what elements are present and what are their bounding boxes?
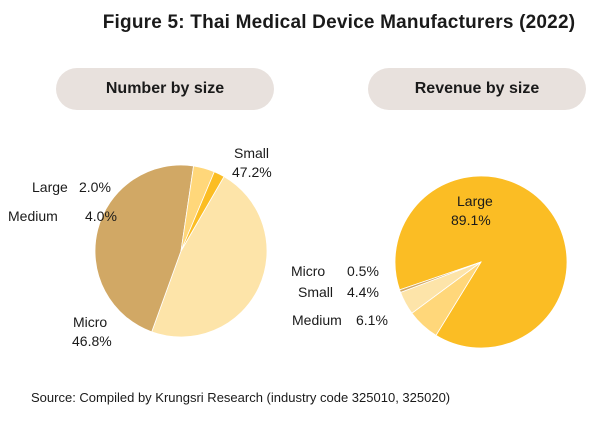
source-note: Source: Compiled by Krungsri Research (i… bbox=[31, 390, 451, 405]
label-r-medium-value: 6.1% bbox=[356, 312, 388, 328]
label-r-small-name: Small bbox=[298, 284, 333, 300]
pie-title-number: Number by size bbox=[56, 68, 274, 110]
number-slice-micro bbox=[94, 164, 195, 333]
chart-title: Figure 5: Thai Medical Device Manufactur… bbox=[102, 12, 576, 33]
pie-title-revenue: Revenue by size bbox=[368, 68, 586, 110]
label-micro-value: 46.8% bbox=[72, 333, 112, 349]
pie-revenue-by-size bbox=[394, 175, 568, 349]
label-r-small-value: 4.4% bbox=[347, 284, 379, 300]
number-slice-small bbox=[151, 175, 268, 338]
pie-number-by-size bbox=[94, 164, 268, 338]
label-r-large-value: 89.1% bbox=[451, 212, 491, 228]
label-medium-name: Medium bbox=[8, 208, 58, 224]
revenue-slice-micro bbox=[399, 261, 482, 293]
label-r-large-name: Large bbox=[457, 193, 493, 209]
label-large-value: 2.0% bbox=[79, 179, 111, 195]
label-medium-value: 4.0% bbox=[85, 208, 117, 224]
number-slice-large bbox=[180, 171, 225, 252]
label-micro-name: Micro bbox=[73, 314, 107, 330]
label-small-value: 47.2% bbox=[232, 164, 272, 180]
label-small-name: Small bbox=[234, 145, 269, 161]
label-large-name: Large bbox=[32, 179, 68, 195]
label-r-medium-name: Medium bbox=[292, 312, 342, 328]
label-r-micro-name: Micro bbox=[291, 263, 325, 279]
label-r-micro-value: 0.5% bbox=[347, 263, 379, 279]
